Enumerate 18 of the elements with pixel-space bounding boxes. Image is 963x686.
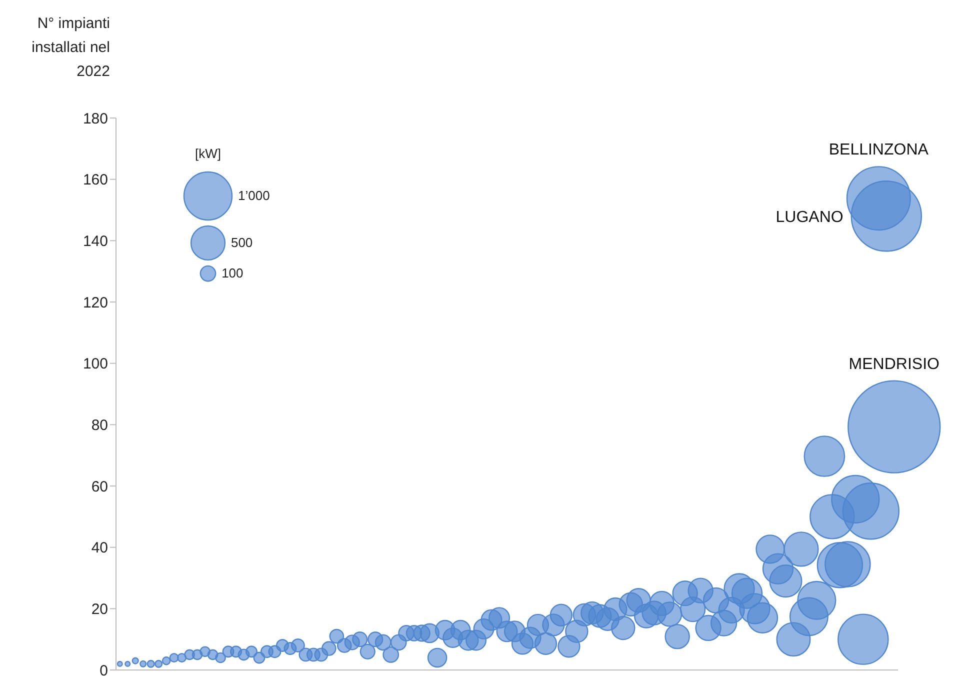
legend-title: [kW] — [195, 146, 221, 161]
y-tick-label: 180 — [82, 110, 108, 128]
legend-label: 100 — [222, 266, 244, 281]
data-label: MENDRISIO — [848, 356, 940, 373]
y-tick-label: 60 — [91, 478, 108, 496]
y-tick-label: 120 — [82, 294, 108, 312]
y-tick-label: 140 — [82, 232, 108, 250]
y-tick-label: 160 — [82, 172, 108, 189]
y-tick-label: 100 — [82, 356, 108, 373]
data-label: LUGANO — [776, 209, 844, 226]
y-tick-label: 0 — [100, 662, 108, 680]
legend-label: 1’000 — [238, 188, 270, 203]
y-axis-title: N° impianti installati nel 2022 — [30, 14, 110, 82]
legend-label: 500 — [230, 234, 253, 250]
y-tick-label: 20 — [91, 600, 108, 618]
y-tick-label: 40 — [91, 540, 108, 557]
data-label: BELLINZONA — [828, 142, 929, 159]
y-tick-label: 80 — [91, 416, 108, 434]
